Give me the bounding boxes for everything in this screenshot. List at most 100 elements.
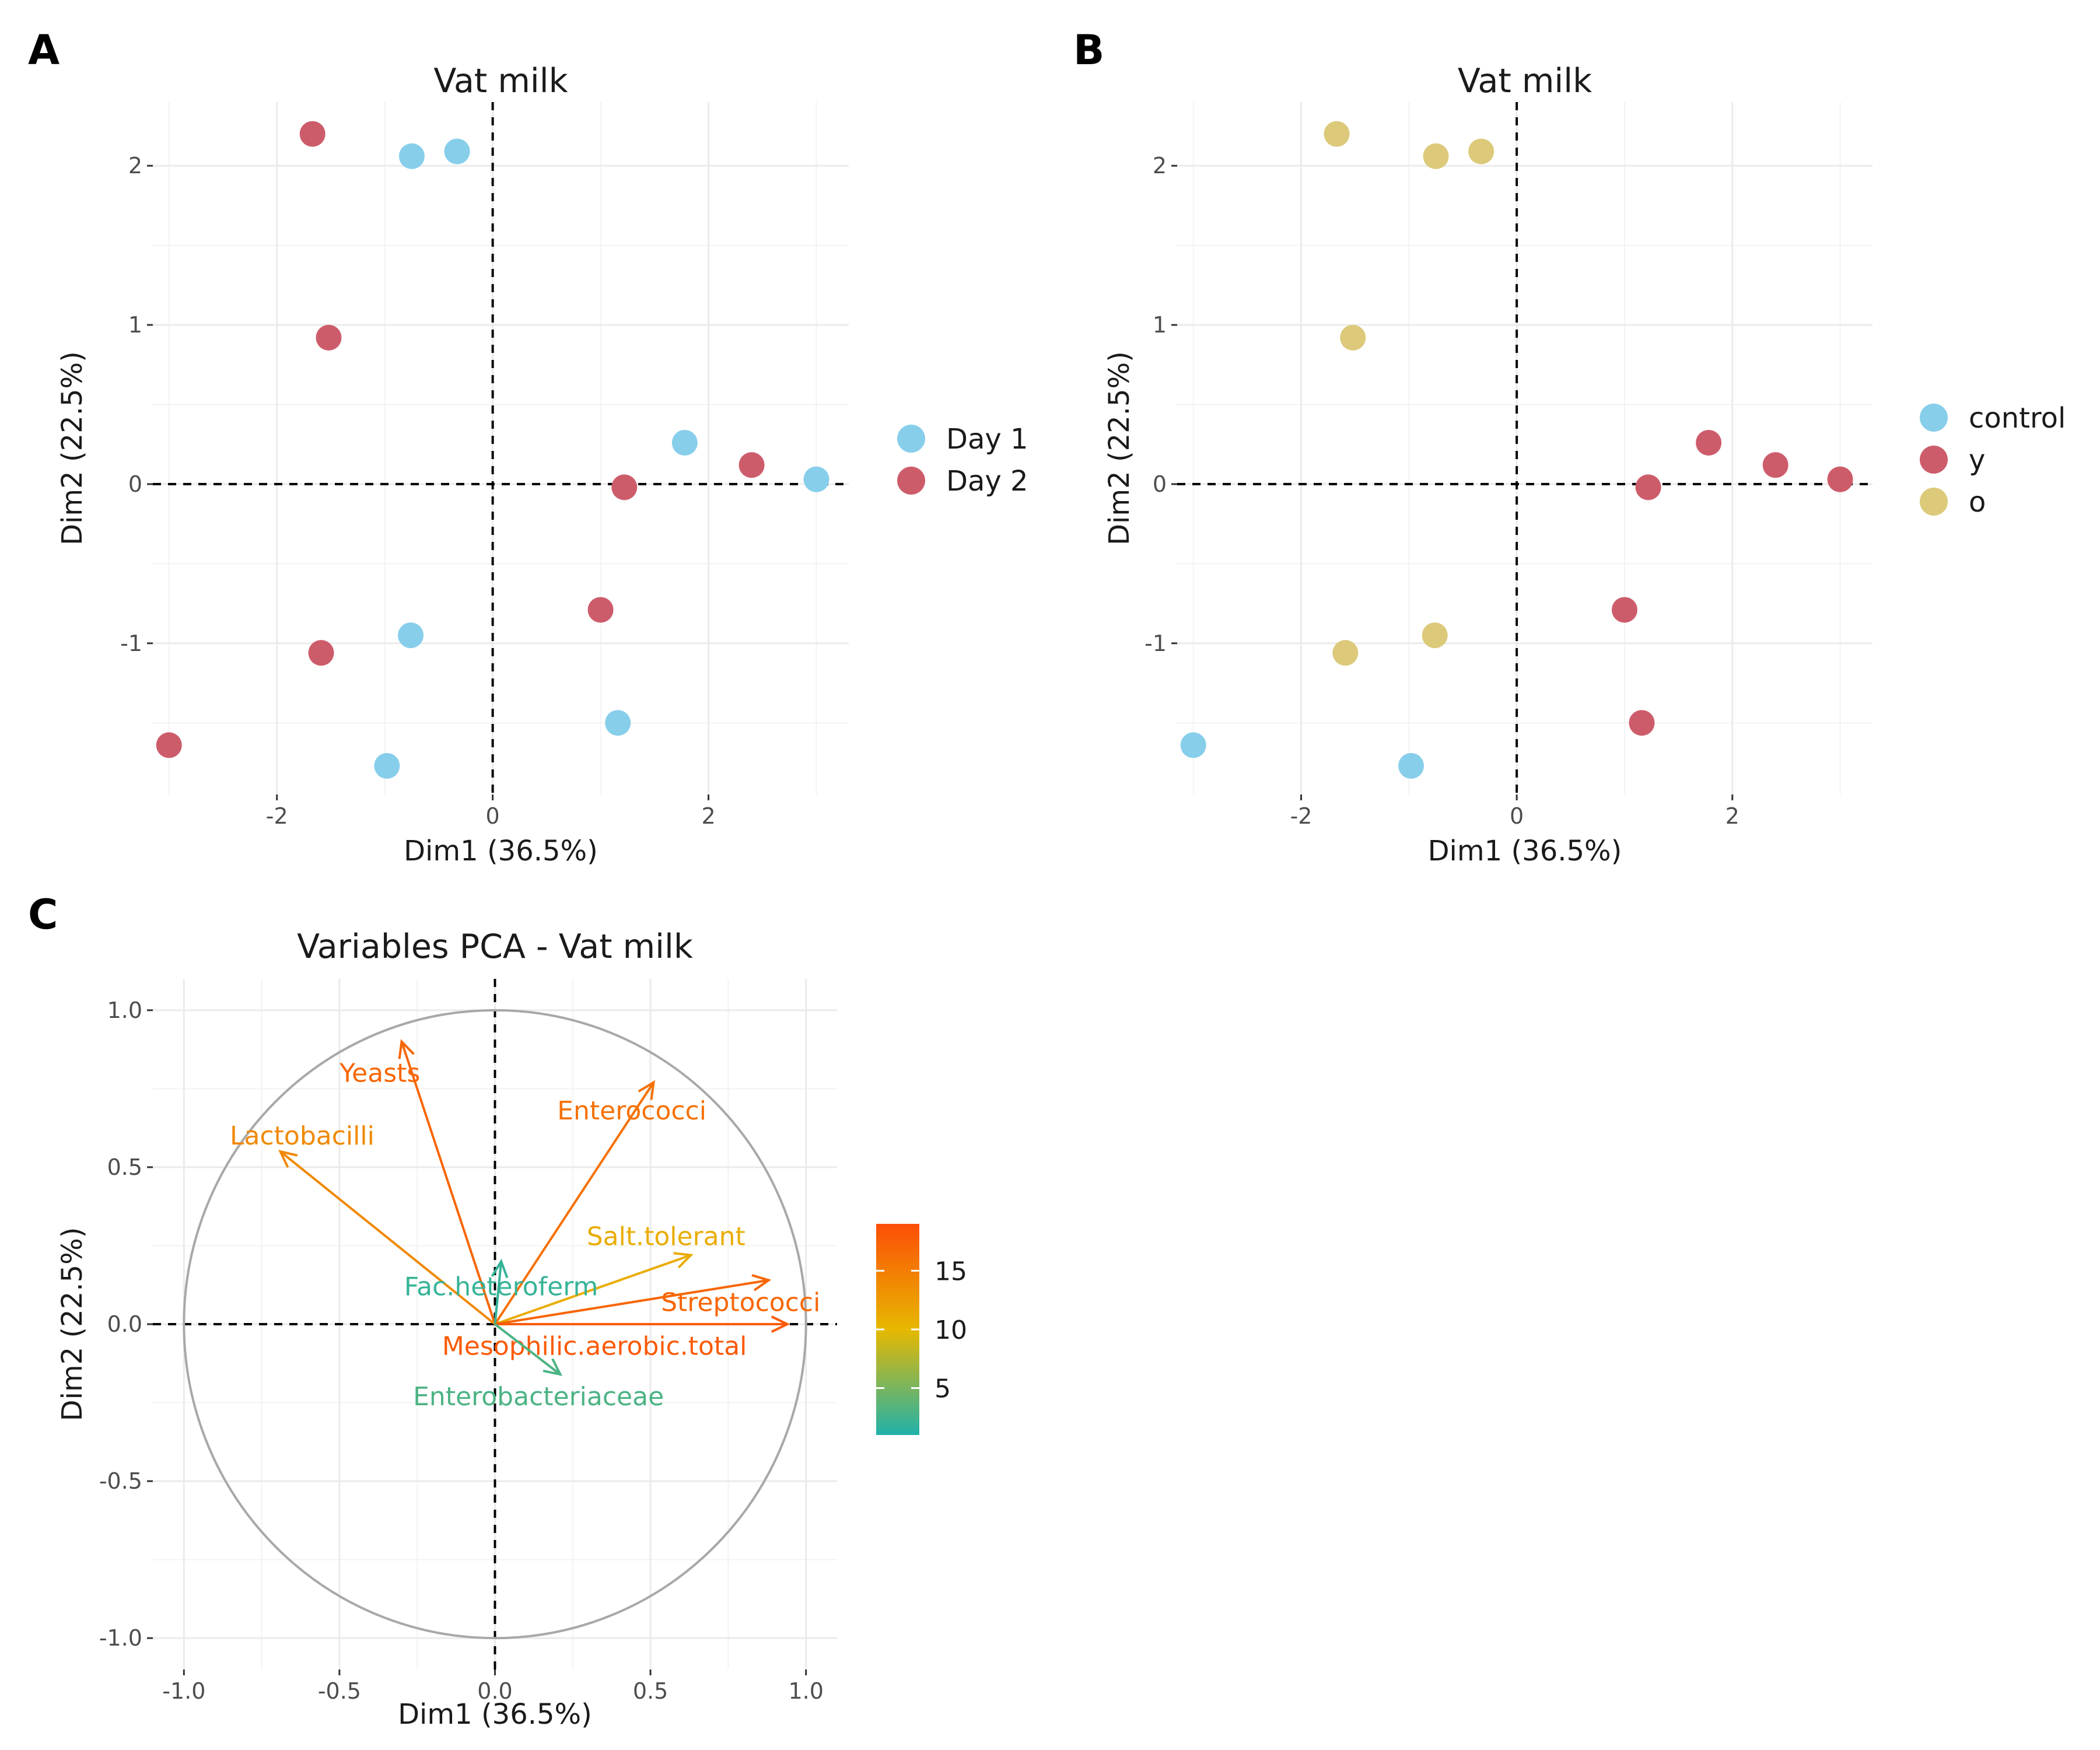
x-tick-label: 0 xyxy=(486,803,500,829)
variable-arrow xyxy=(279,1150,496,1325)
x-tick-label: 0.0 xyxy=(477,1678,512,1704)
variable-arrowhead xyxy=(542,1358,563,1376)
data-point-day-2 xyxy=(611,474,638,501)
plot-title: Vat milk xyxy=(1458,62,1592,100)
legend-label: control xyxy=(1969,402,2066,435)
colorbar-tick-label: 5 xyxy=(935,1374,951,1404)
legend-label: Day 1 xyxy=(946,423,1028,456)
panel-letter: C xyxy=(28,891,58,939)
data-point-o xyxy=(1423,143,1449,169)
variable-arrow xyxy=(400,1041,496,1325)
data-point-day-2 xyxy=(316,324,342,351)
data-point-y xyxy=(1696,429,1722,456)
x-tick-label: -0.5 xyxy=(318,1678,361,1704)
variable-label: Lactobacilli xyxy=(230,1121,374,1151)
legend-key xyxy=(1920,403,1948,432)
y-tick-label: -1 xyxy=(1144,631,1167,656)
data-point-o xyxy=(1468,138,1494,164)
data-point-o xyxy=(1332,640,1359,666)
data-point-y xyxy=(1629,710,1655,736)
colorbar-tick-label: 15 xyxy=(935,1256,967,1286)
y-tick-label: 1.0 xyxy=(107,998,142,1023)
y-axis-title: Dim2 (22.5%) xyxy=(56,351,89,545)
variable-arrow xyxy=(494,1082,655,1325)
variable-label: Streptococci xyxy=(661,1287,820,1317)
x-axis-title: Dim1 (36.5%) xyxy=(404,835,598,867)
variable-label: Salt.tolerant xyxy=(587,1222,746,1251)
legend-key xyxy=(1920,445,1948,474)
data-point-day-1 xyxy=(444,138,470,164)
panel-letter: A xyxy=(28,26,60,74)
x-tick-label: 2 xyxy=(701,803,715,829)
y-tick-label: -0.5 xyxy=(99,1468,142,1494)
panel-c-variables-pca: C Variables PCA - Vat milk -1.0 -0.5 0.0 0.5 1… xyxy=(28,891,967,1731)
y-tick-label: 1 xyxy=(1153,312,1167,338)
variable-arrowhead xyxy=(278,1150,298,1168)
data-point-y xyxy=(1762,452,1788,478)
variable-arrowhead xyxy=(673,1252,694,1269)
data-point-control xyxy=(1398,752,1424,779)
data-point-o xyxy=(1324,121,1350,147)
legend-key xyxy=(897,424,925,453)
data-point-day-1 xyxy=(398,143,425,169)
x-axis-title: Dim1 (36.5%) xyxy=(1428,835,1622,867)
x-tick-label: -1.0 xyxy=(162,1678,205,1704)
colorbar-tick-label: 10 xyxy=(935,1315,967,1345)
variable-arrowhead xyxy=(491,1258,509,1279)
y-tick-label: -1.0 xyxy=(99,1625,142,1651)
data-point-o xyxy=(1422,622,1448,649)
data-point-y xyxy=(1635,474,1661,501)
variable-label: Enterobacteriaceae xyxy=(413,1382,664,1412)
y-tick-label: 0.5 xyxy=(107,1154,142,1180)
data-point-day-1 xyxy=(398,622,424,649)
variable-arrow xyxy=(495,1279,769,1325)
data-point-control xyxy=(1180,732,1206,758)
variable-arrowhead xyxy=(771,1315,790,1333)
x-tick-label: 0.5 xyxy=(633,1678,668,1704)
correlation-circle xyxy=(183,1009,807,1640)
legend-label: o xyxy=(1969,486,1986,519)
variable-label: Fac.heteroferm xyxy=(404,1272,598,1301)
plot-title: Vat milk xyxy=(433,62,568,100)
y-axis-title: Dim2 (22.5%) xyxy=(56,1227,89,1422)
variable-arrow xyxy=(494,1261,503,1325)
y-tick-label: 2 xyxy=(1153,153,1167,178)
data-point-day-1 xyxy=(671,429,698,456)
y-axis-title: Dim2 (22.5%) xyxy=(1103,351,1136,545)
x-tick-label: 0 xyxy=(1510,803,1524,829)
x-tick-label: -2 xyxy=(266,803,288,829)
panel-b-score-plot-by-group: B Vat milk -2 0 2 -1 0 1 2 Dim1 (36.5%) Dim2 (22.5… xyxy=(1073,26,2066,867)
data-point-day-2 xyxy=(738,452,765,478)
variable-arrow xyxy=(494,1323,561,1376)
legend-label: y xyxy=(1969,444,1985,477)
data-point-y xyxy=(1611,597,1637,623)
data-point-o xyxy=(1340,324,1366,351)
panel-a-score-plot-by-day: A Vat milk -2 0 2 -1 0 1 2 Dim1 (36.5%) Dim2 (22.5… xyxy=(28,26,1028,867)
variable-label: Yeasts xyxy=(339,1058,420,1088)
panel-letter: B xyxy=(1073,26,1104,74)
variable-arrowhead xyxy=(751,1274,772,1292)
legend-key xyxy=(1920,487,1948,516)
x-tick-label: -2 xyxy=(1290,803,1312,829)
data-point-day-1 xyxy=(374,752,400,779)
y-tick-label: 2 xyxy=(128,153,142,178)
data-point-day-2 xyxy=(299,121,326,147)
legend-key xyxy=(897,466,925,495)
data-point-day-1 xyxy=(605,710,631,736)
data-point-day-1 xyxy=(803,466,830,492)
y-tick-label: 0 xyxy=(1153,471,1167,497)
y-tick-label: 0 xyxy=(128,471,142,497)
data-point-day-2 xyxy=(587,597,614,623)
data-point-y xyxy=(1827,466,1853,492)
plot-title: Variables PCA - Vat milk xyxy=(297,928,693,966)
variable-arrow xyxy=(494,1254,692,1325)
data-point-day-2 xyxy=(308,640,334,666)
variable-arrowhead xyxy=(398,1039,415,1059)
x-tick-label: 2 xyxy=(1726,803,1740,829)
legend-label: Day 2 xyxy=(946,465,1028,498)
variable-label: Enterococci xyxy=(557,1096,706,1126)
variable-arrowhead xyxy=(638,1080,655,1100)
y-tick-label: 1 xyxy=(128,312,142,338)
data-point-day-2 xyxy=(156,732,182,758)
